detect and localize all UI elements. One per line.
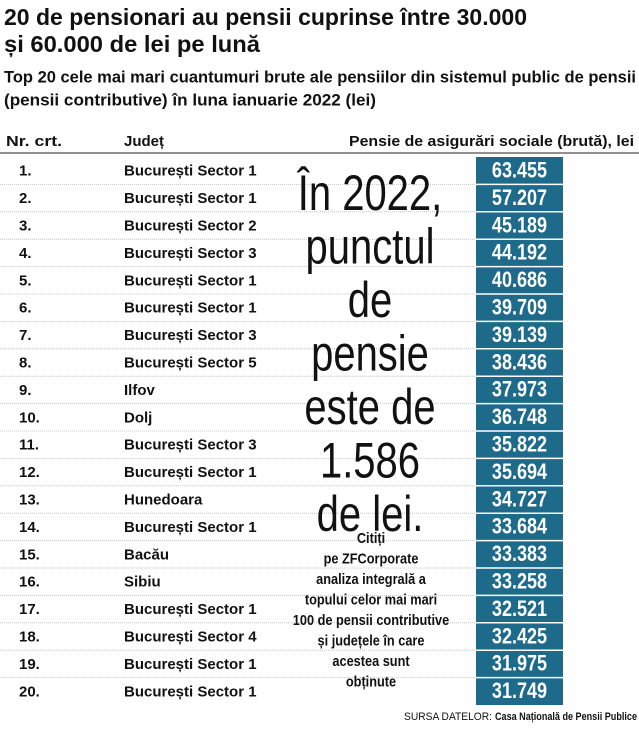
- note-line: pe ZFCorporate: [324, 549, 419, 566]
- county: București Sector 3: [124, 245, 257, 262]
- row-number: 9.: [19, 382, 32, 399]
- note-line: obținute: [346, 672, 396, 689]
- row-number: 5.: [19, 272, 32, 289]
- callout-line: este de: [304, 379, 435, 435]
- row-number: 10.: [19, 409, 40, 426]
- row-number: 16.: [19, 574, 40, 591]
- callout-line: de lei.: [317, 486, 424, 542]
- table-body: 1. București Sector 1 63.455 2. București Se…: [0, 157, 563, 705]
- note-line: topului celor mai mari: [305, 590, 437, 607]
- county: Bacău: [124, 546, 169, 563]
- pension-value: 35.694: [492, 460, 548, 484]
- county: București Sector 1: [124, 190, 257, 207]
- callout-line: punctul: [306, 218, 435, 274]
- pension-value: 39.709: [492, 296, 547, 320]
- county: București Sector 1: [124, 601, 257, 618]
- pension-value: 33.684: [492, 515, 548, 539]
- column-header: Pensie de asigurări sociale (brută), lei: [349, 133, 634, 150]
- row-number: 2.: [19, 190, 32, 207]
- county: București Sector 2: [124, 217, 257, 234]
- county: București Sector 1: [124, 272, 257, 289]
- pension-value: 45.189: [492, 214, 547, 238]
- row-number: 7.: [19, 327, 32, 344]
- note-line: și județele în care: [318, 631, 425, 648]
- pension-value: 31.975: [492, 652, 547, 676]
- county: București Sector 3: [124, 327, 257, 344]
- county: Sibiu: [124, 574, 161, 591]
- pension-value: 34.727: [492, 488, 547, 512]
- title: 20 de pensionari au pensii cuprinse într…: [4, 4, 527, 30]
- pension-value: 63.455: [492, 159, 547, 183]
- pension-value: 35.822: [492, 433, 547, 457]
- row-number: 17.: [19, 601, 40, 618]
- pension-value: 32.425: [492, 625, 547, 649]
- column-header: Județ: [124, 133, 164, 150]
- callout-line: de: [348, 272, 392, 328]
- source-name: Casa Națională de Pensii Publice: [495, 711, 637, 723]
- pension-value: 38.436: [492, 351, 547, 375]
- pension-value: 33.258: [492, 570, 547, 594]
- pension-value: 39.139: [492, 323, 547, 347]
- pension-value: 57.207: [492, 186, 547, 210]
- pension-value: 33.383: [492, 543, 547, 567]
- pension-value: 32.521: [492, 597, 547, 621]
- subtitle: Top 20 cele mai mari cuantumuri brute al…: [4, 67, 636, 86]
- county: București Sector 5: [124, 354, 257, 371]
- note-line: Citiți: [357, 529, 385, 546]
- subtitle: (pensii contributive) în luna ianuarie 2…: [4, 90, 376, 109]
- note: Citiți pe ZFCorporate analiza integrală a t…: [293, 529, 450, 690]
- pension-value: 36.748: [492, 406, 547, 430]
- row-number: 13.: [19, 491, 40, 508]
- row-number: 11.: [19, 437, 39, 454]
- row-number: 14.: [19, 519, 40, 536]
- column-header: Nr. crt.: [6, 133, 62, 150]
- row-number: 1.: [19, 163, 32, 180]
- county: Ilfov: [124, 382, 155, 399]
- source-label: SURSA DATELOR:: [404, 711, 492, 723]
- county: București Sector 1: [124, 683, 257, 700]
- pension-value: 44.192: [492, 241, 547, 265]
- callout-line: pensie: [311, 325, 429, 381]
- pension-value: 37.973: [492, 378, 547, 402]
- row-number: 12.: [19, 464, 40, 481]
- row-number: 20.: [19, 683, 40, 700]
- row-number: 19.: [19, 656, 40, 673]
- note-line: 100 de pensii contributive: [293, 611, 450, 628]
- callout-line: 1.586: [320, 432, 420, 488]
- county: București Sector 1: [124, 300, 257, 317]
- callout-line: În 2022,: [296, 165, 442, 221]
- county: București Sector 1: [124, 656, 257, 673]
- row-number: 4.: [19, 245, 32, 262]
- note-line: acestea sunt: [332, 652, 410, 669]
- row-number: 15.: [19, 546, 40, 563]
- pension-value: 40.686: [492, 269, 547, 293]
- row-number: 3.: [19, 217, 32, 234]
- row-number: 6.: [19, 300, 32, 317]
- title: și 60.000 de lei pe lună: [4, 31, 260, 58]
- county: Hunedoara: [124, 491, 203, 508]
- county: București Sector 1: [124, 464, 257, 481]
- county: București Sector 1: [124, 519, 257, 536]
- note-line: analiza integrală a: [316, 570, 426, 587]
- county: București Sector 1: [124, 163, 257, 180]
- pension-value: 31.749: [492, 680, 547, 704]
- row-number: 18.: [19, 628, 40, 645]
- county: București Sector 3: [124, 437, 257, 454]
- row-number: 8.: [19, 354, 32, 371]
- county: Dolj: [124, 409, 152, 426]
- county: București Sector 4: [124, 628, 257, 645]
